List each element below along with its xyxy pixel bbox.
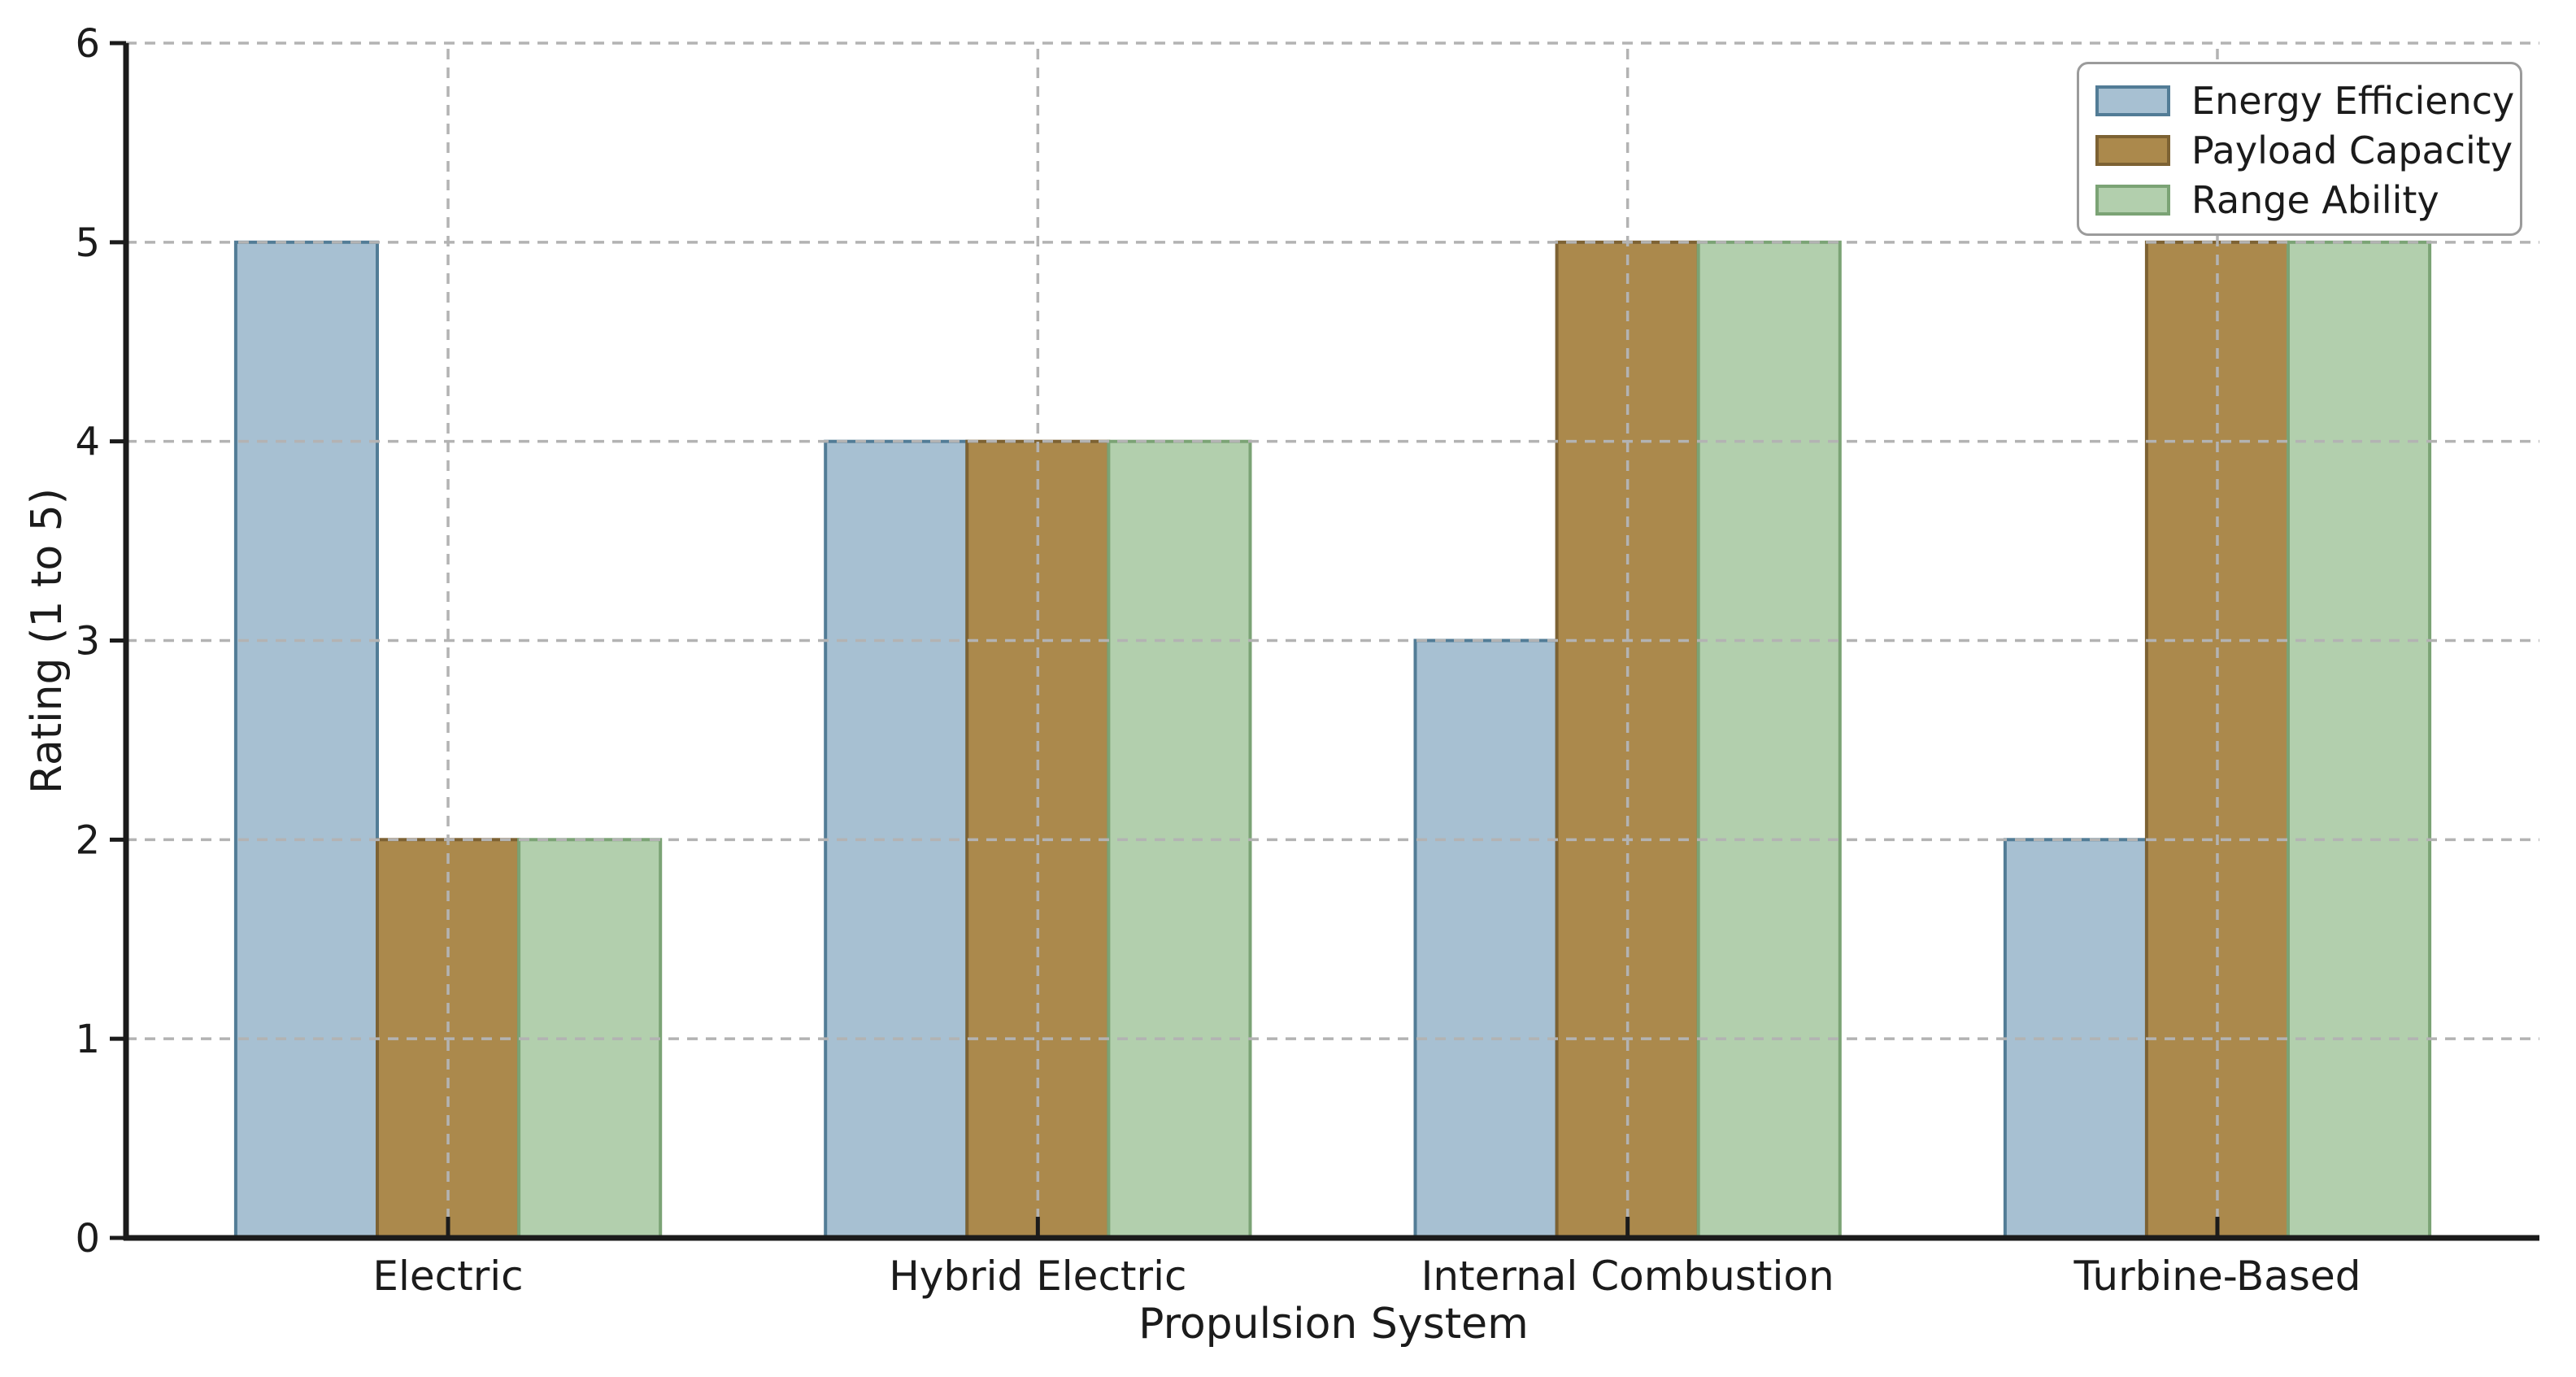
y-tick-label: 0: [75, 1216, 100, 1262]
bar-range-ability-2: [1696, 240, 1842, 1240]
x-tick-label: Internal Combustion: [1421, 1253, 1834, 1300]
bar-energy-efficiency-2: [1413, 638, 1559, 1240]
legend-swatch-payload-capacity-icon: [2095, 135, 2170, 166]
bar-energy-efficiency-0: [233, 240, 379, 1240]
x-tick-label: Turbine-Based: [2073, 1253, 2361, 1300]
y-axis-label: Rating (1 to 5): [23, 487, 72, 795]
legend: Energy Efficiency Payload Capacity Range…: [2077, 62, 2522, 236]
bar-range-ability-3: [2287, 240, 2432, 1240]
legend-label-payload-capacity: Payload Capacity: [2191, 129, 2513, 172]
legend-label-range-ability: Range Ability: [2191, 178, 2439, 222]
y-tick-label: 4: [75, 420, 100, 465]
legend-item-payload-capacity: Payload Capacity: [2095, 127, 2513, 174]
y-tick-label: 2: [75, 817, 100, 863]
x-tick-label: Electric: [372, 1253, 523, 1300]
legend-item-range-ability: Range Ability: [2095, 176, 2505, 224]
y-tick-label: 1: [75, 1017, 100, 1062]
legend-label-energy-efficiency: Energy Efficiency: [2191, 79, 2515, 123]
legend-item-energy-efficiency: Energy Efficiency: [2095, 77, 2514, 124]
legend-swatch-energy-efficiency-icon: [2095, 85, 2170, 116]
x-tick-label: Hybrid Electric: [889, 1253, 1186, 1300]
legend-swatch-range-ability-icon: [2095, 185, 2170, 216]
y-tick-label: 6: [75, 21, 100, 67]
y-tick-label: 3: [75, 619, 100, 665]
x-axis-label: Propulsion System: [1138, 1300, 1529, 1349]
y-tick-label: 5: [75, 220, 100, 266]
